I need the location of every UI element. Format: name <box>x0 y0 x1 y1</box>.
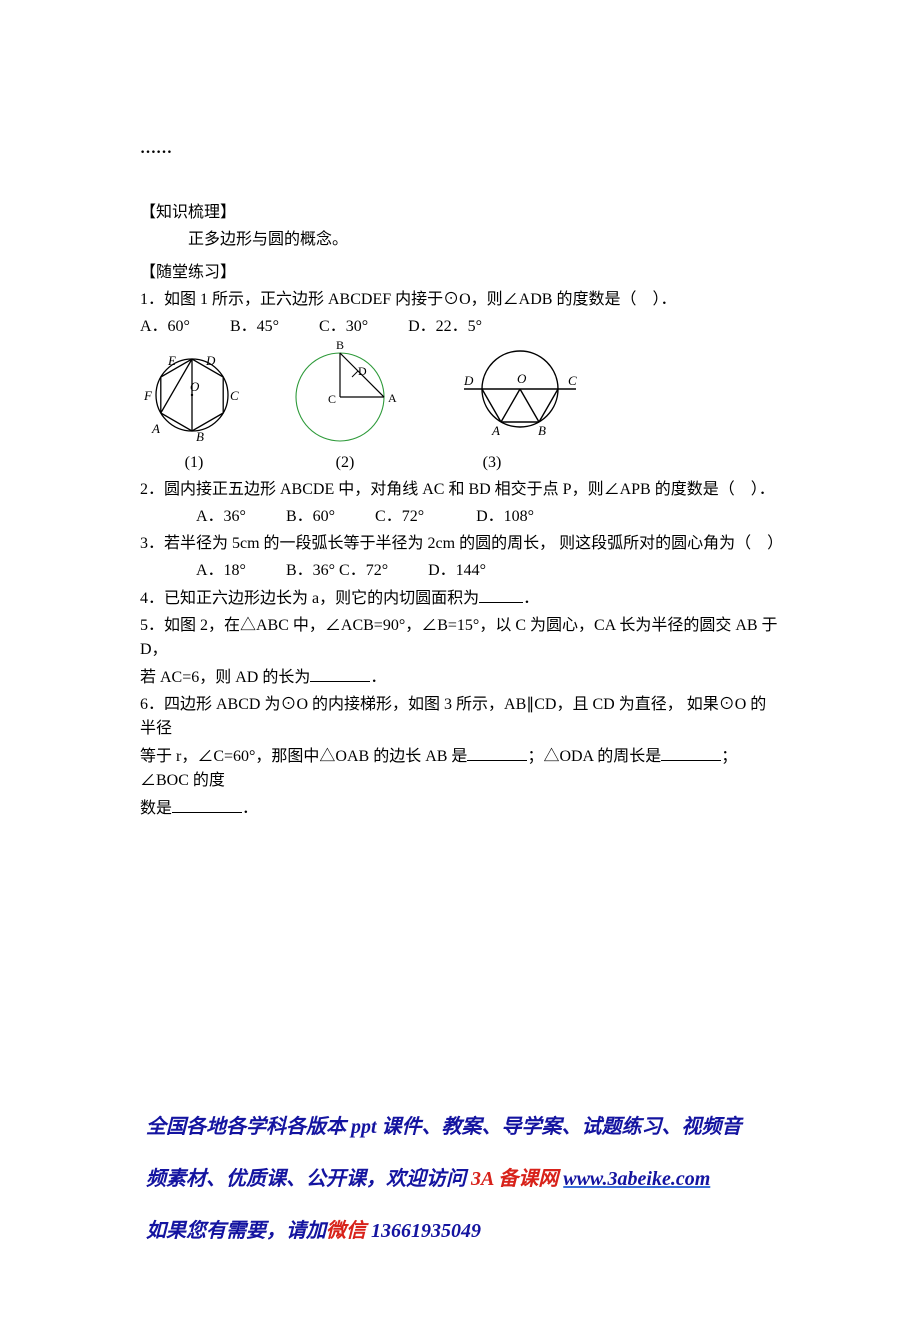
svg-text:C: C <box>230 388 239 403</box>
q5-line1: 5．如图 2，在△ABC 中，∠ACB=90°，∠B=15°，以 C 为圆心，C… <box>140 614 780 662</box>
footer-line-3: 如果您有需要，请加微信 13661935049 <box>146 1205 774 1257</box>
q4: 4．已知正六边形边长为 a，则它的内切圆面积为 ． <box>140 586 780 611</box>
q1-options: A．60° B．45° C．30° D．22．5° <box>140 315 780 339</box>
svg-text:C: C <box>328 392 336 406</box>
svg-text:A: A <box>388 391 397 405</box>
figure-labels: (1) (2) (3) <box>140 454 780 472</box>
q1-stem: 1．如图 1 所示，正六边形 ABCDEF 内接于⊙O，则∠ADB 的度数是（ … <box>140 288 780 312</box>
q5-line2-pre: 若 AC=6，则 AD 的长为 <box>140 669 310 686</box>
q4-blank <box>479 586 523 603</box>
svg-text:B: B <box>336 338 344 352</box>
q5-line2: 若 AC=6，则 AD 的长为 ． <box>140 665 780 690</box>
svg-text:A: A <box>151 421 160 436</box>
svg-text:O: O <box>517 371 527 386</box>
footer-l3c: 13661935049 <box>366 1220 481 1242</box>
q4-pre: 4．已知正六边形边长为 a，则它的内切圆面积为 <box>140 590 479 607</box>
q2-opt-c: C．72° <box>375 508 424 525</box>
fig-label-2: (2) <box>290 454 400 472</box>
svg-text:D: D <box>463 373 474 388</box>
q6-l2b: ；△ODA 的周长是 <box>527 748 661 765</box>
svg-text:A: A <box>491 423 500 438</box>
q6-blank-3 <box>172 796 242 813</box>
q4-post: ． <box>523 590 539 607</box>
footer-l3a: 如果您有需要，请加 <box>146 1220 326 1242</box>
footer-block: 全国各地各学科各版本 ppt 课件、教案、导学案、试题练习、视频音 频素材、优质… <box>140 1101 780 1257</box>
fig-label-1: (1) <box>144 454 244 472</box>
q5-blank <box>310 665 370 682</box>
footer-l2a: 频素材、优质课、公开课，欢迎访问 <box>146 1168 471 1190</box>
q3-stem: 3．若半径为 5cm 的一段弧长等于半径为 2cm 的圆的周长， 则这段弧所对的… <box>140 532 780 556</box>
q6-blank-2 <box>661 744 721 761</box>
figures-svg: E D F O C A B A B C D <box>140 345 610 445</box>
q6-l2a: 等于 r，∠C=60°，那图中△OAB 的边长 AB 是 <box>140 748 467 765</box>
q1-opt-d: D．22．5° <box>408 318 482 335</box>
svg-text:E: E <box>167 353 176 368</box>
figures-row: E D F O C A B A B C D <box>140 345 780 450</box>
q6-line1: 6．四边形 ABCD 为⊙O 的内接梯形，如图 3 所示，AB∥CD，且 CD … <box>140 693 780 741</box>
footer-l2b: 3A 备课网 <box>471 1168 558 1190</box>
leading-ellipsis: …… <box>140 140 780 158</box>
q1-opt-a: A．60° <box>140 318 190 335</box>
q6-l3b: ． <box>242 800 258 817</box>
q2-opt-d: D．108° <box>476 508 534 525</box>
svg-text:C: C <box>568 373 577 388</box>
svg-text:O: O <box>190 379 200 394</box>
q2-opt-b: B．60° <box>286 508 335 525</box>
knowledge-line: 正多边形与圆的概念。 <box>140 228 780 252</box>
fig-label-3: (3) <box>422 454 562 472</box>
q3-options: A．18° B．36° C．72° D．144° <box>140 559 780 583</box>
svg-text:D: D <box>205 353 216 368</box>
footer-l3b: 微信 <box>326 1220 366 1242</box>
footer-line-1: 全国各地各学科各版本 ppt 课件、教案、导学案、试题练习、视频音 <box>146 1101 774 1153</box>
q5-line2-post: ． <box>370 669 386 686</box>
svg-text:B: B <box>196 429 204 444</box>
q2-stem: 2．圆内接正五边形 ABCDE 中，对角线 AC 和 BD 相交于点 P，则∠A… <box>140 478 780 502</box>
svg-text:B: B <box>538 423 546 438</box>
q6-line3: 数是 ． <box>140 796 780 821</box>
section-title-knowledge: 【知识梳理】 <box>140 198 780 222</box>
svg-text:D: D <box>358 364 367 378</box>
q3-opt-a: A．18° <box>196 562 246 579</box>
q3-opt-b: B．36° <box>286 562 335 579</box>
svg-text:F: F <box>143 388 153 403</box>
q6-l3a: 数是 <box>140 800 172 817</box>
q6-blank-1 <box>467 744 527 761</box>
q1-opt-c: C．30° <box>319 318 368 335</box>
section-title-practice: 【随堂练习】 <box>140 258 780 282</box>
q3-opt-c: C．72° <box>339 562 388 579</box>
footer-link[interactable]: www.3abeike.com <box>563 1168 710 1190</box>
q2-options: A．36° B．60° C．72° D．108° <box>140 505 780 529</box>
q6-line2: 等于 r，∠C=60°，那图中△OAB 的边长 AB 是；△ODA 的周长是；∠… <box>140 744 780 793</box>
q3-opt-d: D．144° <box>428 562 486 579</box>
footer-line-2: 频素材、优质课、公开课，欢迎访问 3A 备课网 www.3abeike.com <box>146 1153 774 1205</box>
q2-opt-a: A．36° <box>196 508 246 525</box>
q1-opt-b: B．45° <box>230 318 279 335</box>
